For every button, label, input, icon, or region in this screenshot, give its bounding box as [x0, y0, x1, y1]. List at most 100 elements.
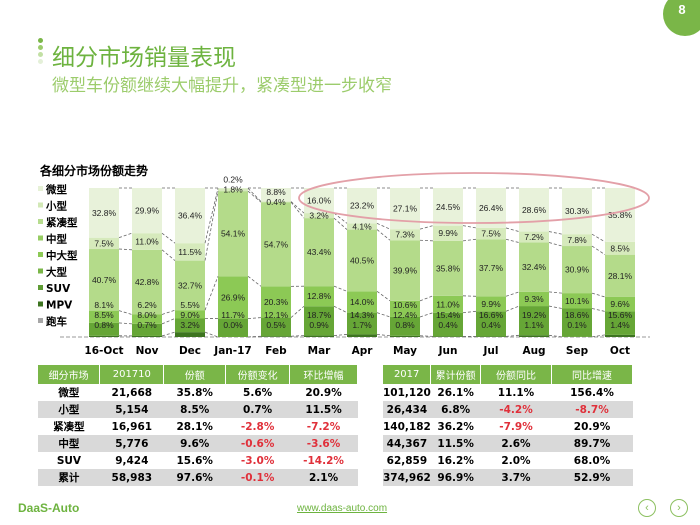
- connector-line: [204, 276, 219, 311]
- data-label: 32.7%: [178, 280, 203, 290]
- table-cell: 3.7%: [480, 469, 552, 486]
- bar-segment: [562, 188, 592, 235]
- table-cell: -3.0%: [240, 454, 275, 467]
- bar-segment: [433, 295, 463, 313]
- bar-segment: [390, 300, 420, 317]
- data-label: 7.5%: [94, 238, 114, 248]
- bar-segment: [261, 317, 291, 337]
- column-header: 份额: [163, 365, 227, 384]
- legend-swatch: [38, 318, 43, 323]
- table-cell: 156.4%: [570, 386, 614, 399]
- bar-segment: [519, 231, 549, 243]
- data-label: 12.8%: [307, 291, 332, 301]
- column-header: 累计份额: [430, 365, 481, 384]
- data-label: 18.7%: [307, 310, 332, 320]
- table-cell: 11.1%: [497, 386, 535, 399]
- connector-line: [333, 305, 348, 313]
- bar-segment: [476, 239, 506, 297]
- x-tick-label: May: [393, 345, 417, 357]
- legend-label: 微型: [45, 183, 67, 196]
- table-cell: -14.2%: [303, 454, 344, 467]
- bar-segment: [519, 291, 549, 307]
- table-cell: 2.1%: [289, 469, 358, 486]
- bar-segment: [132, 314, 162, 324]
- title-dots-decoration: [38, 38, 43, 66]
- table-cell: 15.6%: [176, 454, 213, 467]
- data-label: 27.1%: [393, 204, 418, 214]
- ytd-segment-table: 2017 累计份额 份额同比 同比增速 101,120 26.1% 11.1% 156.4% 2…: [383, 365, 633, 486]
- connector-line: [118, 232, 133, 239]
- data-label: 9.9%: [481, 299, 501, 309]
- table-cell: 21,668: [111, 386, 153, 399]
- data-label: 7.3%: [395, 230, 415, 240]
- website-link[interactable]: www.daas-auto.com: [297, 503, 388, 514]
- table-cell: -0.6%: [225, 435, 290, 452]
- legend-label: 紧凑型: [46, 216, 78, 229]
- table-cell: -0.1%: [225, 469, 290, 486]
- data-label: 0.0%: [223, 320, 243, 330]
- data-label: 40.7%: [92, 275, 117, 285]
- connector-line: [118, 248, 133, 251]
- connector-line: [462, 225, 477, 229]
- bar-segment: [304, 218, 334, 287]
- table-cell: 紧凑型: [53, 421, 85, 433]
- table-cell: 中型: [38, 435, 100, 452]
- chevron-right-icon[interactable]: ›: [670, 499, 688, 517]
- bar-segment: [261, 188, 291, 202]
- legend-label: SUV: [46, 283, 71, 295]
- data-label: 8.8%: [266, 187, 286, 197]
- connector-line: [419, 335, 434, 337]
- column-header: 2017: [383, 365, 432, 384]
- bar-segment: [218, 318, 248, 337]
- bar-segment: [476, 188, 506, 228]
- connector-line: [419, 312, 434, 318]
- data-label: 1.8%: [223, 185, 243, 195]
- bar-segment: [390, 240, 420, 301]
- connector-line: [462, 310, 477, 314]
- table-cell: 9,424: [115, 454, 149, 467]
- table-cell: 20.9%: [305, 386, 342, 399]
- bar-segment: [261, 336, 291, 337]
- page-number: 8: [663, 0, 700, 36]
- table-cell: 28.1%: [176, 420, 213, 433]
- table-cell: 35.8%: [176, 386, 213, 399]
- data-label: 3.2%: [309, 211, 329, 221]
- data-label: 35.8%: [436, 263, 461, 273]
- connector-line: [161, 232, 176, 244]
- data-label: 11.5%: [178, 247, 202, 257]
- data-label: 20.3%: [264, 297, 289, 307]
- table-header-row: 2017 累计份额 份额同比 同比增速: [383, 365, 633, 384]
- bar-segment: [89, 188, 119, 238]
- data-label: 26.4%: [479, 203, 504, 213]
- bar-segment: [433, 225, 463, 241]
- table-cell: 5.6%: [243, 386, 273, 399]
- table-cell: 140,182: [383, 420, 431, 433]
- data-label: 0.1%: [567, 320, 587, 330]
- legend-swatch: [38, 235, 43, 241]
- connector-line: [591, 292, 606, 298]
- x-tick-label: Mar: [308, 345, 332, 357]
- connector-line: [505, 238, 520, 243]
- data-label: 8.5%: [94, 310, 114, 320]
- data-label: 7.5%: [481, 229, 501, 239]
- connector-line: [376, 222, 391, 230]
- table-row: 140,182 36.2% -7.9% 20.9%: [383, 418, 633, 435]
- table-cell: 小型: [38, 401, 100, 418]
- data-label: 14.0%: [350, 297, 375, 307]
- column-header: 份额同比: [480, 365, 553, 384]
- bar-segment: [175, 243, 205, 261]
- data-label: 30.3%: [565, 206, 590, 216]
- table-cell: 68.0%: [573, 454, 611, 467]
- connector-line: [333, 285, 348, 292]
- bar-segment: [562, 234, 592, 247]
- connector-line: [376, 229, 391, 241]
- data-label: 32.8%: [92, 208, 117, 218]
- connector-line: [247, 317, 262, 319]
- chevron-left-icon[interactable]: ‹: [638, 499, 656, 517]
- bar-segment: [261, 202, 291, 287]
- table-cell: 8.5%: [163, 401, 226, 418]
- bar-segment: [390, 229, 420, 241]
- table-row: 62,859 16.2% 2.0% 68.0%: [383, 452, 633, 469]
- table-cell: 5,154: [99, 401, 164, 418]
- x-tick-label: 16-Oct: [84, 345, 123, 357]
